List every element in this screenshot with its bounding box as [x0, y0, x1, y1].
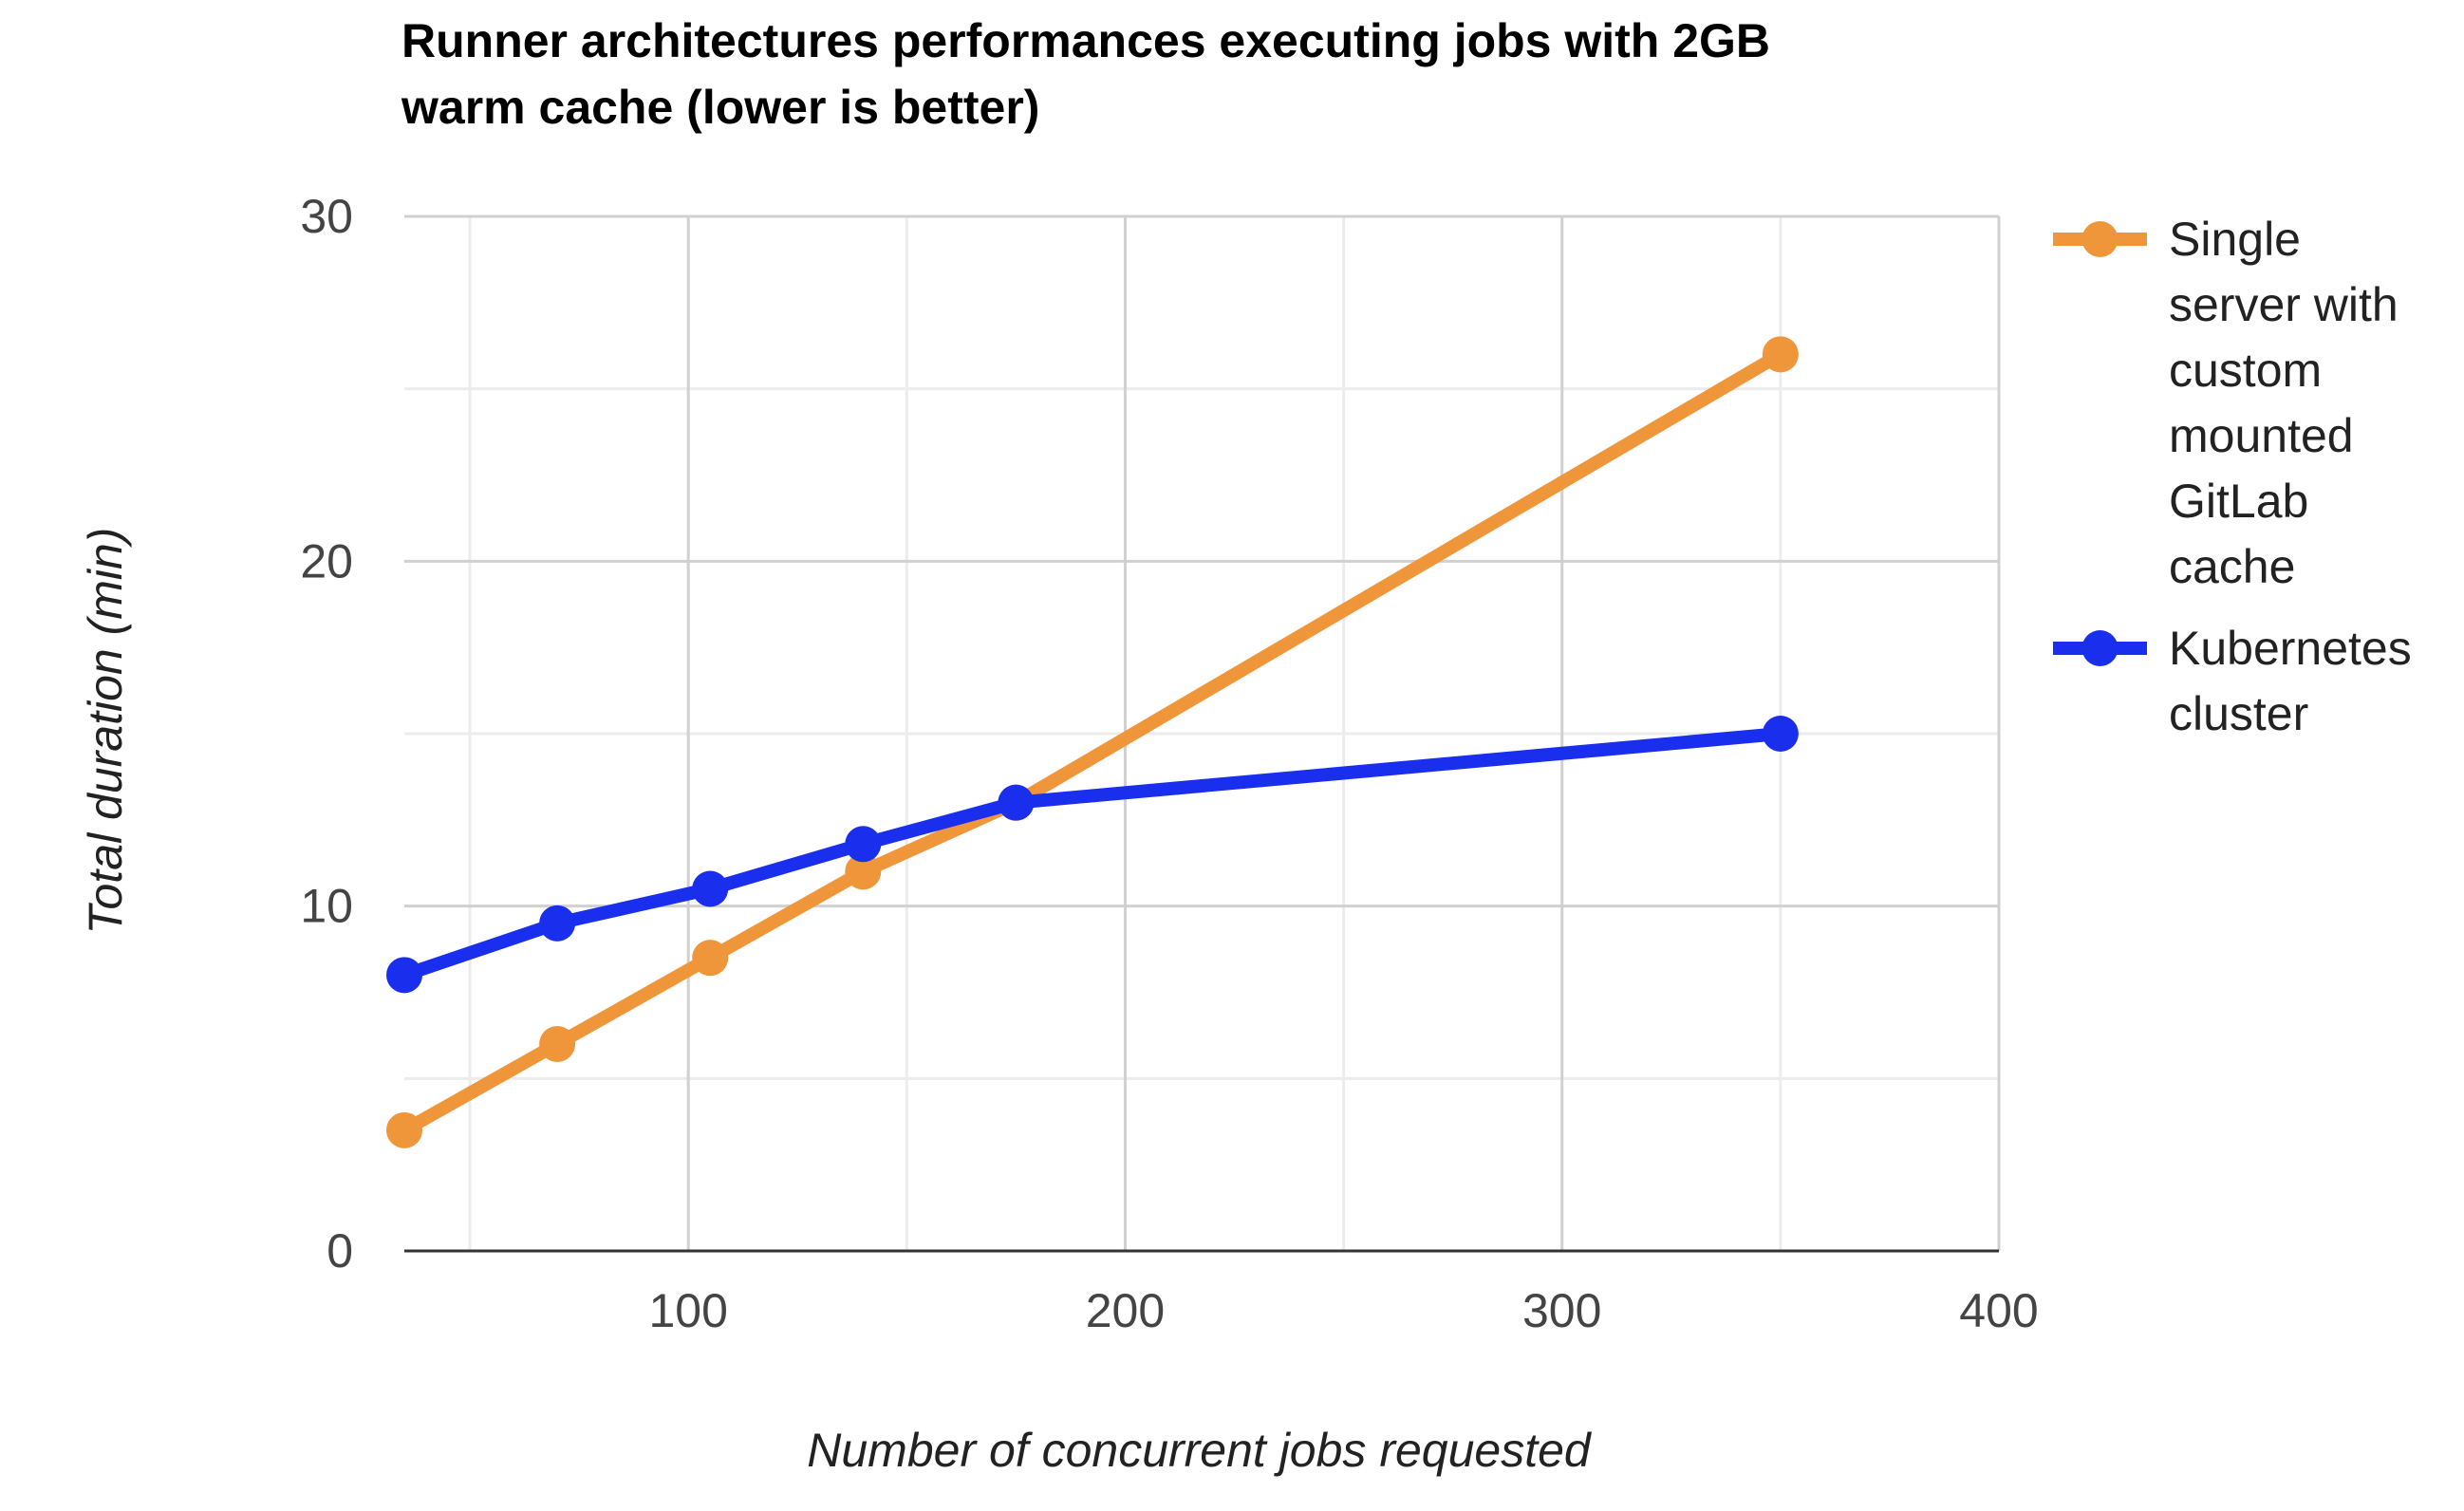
- series-0-point: [692, 940, 729, 977]
- series-1-point: [998, 784, 1035, 821]
- y-tick-label: 30: [300, 190, 353, 243]
- chart-title: Runner architectures performances execut…: [401, 14, 1770, 134]
- chart-title-line-1: Runner architectures performances execut…: [401, 14, 1770, 67]
- series-1-point: [1762, 716, 1799, 752]
- legend-label-1: Kubernetes: [2169, 622, 2412, 675]
- series-layer: [386, 336, 1799, 1148]
- legend-swatch-marker-1: [2081, 630, 2119, 666]
- chart-title-line-2: warm cache (lower is better): [401, 81, 1039, 134]
- series-line-1: [398, 727, 1787, 982]
- legend-swatch-marker-0: [2081, 221, 2119, 257]
- legend-label-0: Single: [2169, 213, 2301, 266]
- x-axis-title: Number of concurrent jobs requested: [807, 1424, 1593, 1477]
- legend-label-0: GitLab: [2169, 475, 2308, 528]
- minor-gridlines: [404, 216, 1999, 1251]
- series-0-point: [845, 853, 882, 890]
- legend-label-0: custom: [2169, 344, 2322, 397]
- x-tick-label: 300: [1522, 1284, 1601, 1337]
- legend-label-0: server with: [2169, 278, 2399, 331]
- legend-label-1: cluster: [2169, 687, 2308, 740]
- y-tick-label: 0: [327, 1224, 353, 1278]
- y-tick-label: 20: [300, 534, 353, 588]
- series-0-point: [539, 1026, 576, 1062]
- y-tick-labels: 0 10 20 30: [300, 190, 353, 1278]
- series-0-point: [386, 1111, 422, 1148]
- series-1-point: [692, 870, 729, 907]
- x-tick-label: 400: [1959, 1284, 2038, 1337]
- series-1-point: [386, 957, 422, 994]
- legend-label-0: mounted: [2169, 409, 2354, 462]
- x-tick-label: 100: [648, 1284, 727, 1337]
- legend: Single server with custom mounted GitLab cach…: [2053, 213, 2412, 740]
- y-tick-label: 10: [300, 880, 353, 933]
- series-1-point: [845, 826, 882, 863]
- x-tick-label: 200: [1086, 1284, 1165, 1337]
- x-tick-labels: 100 200 300 400: [648, 1284, 2038, 1337]
- legend-label-0: cache: [2169, 540, 2295, 593]
- series-0-point: [1762, 336, 1799, 373]
- y-axis-title: Total duration (min): [79, 528, 132, 935]
- series-1-point: [539, 905, 576, 942]
- series-line-0: [398, 347, 1787, 1137]
- major-gridlines: [404, 215, 2001, 1251]
